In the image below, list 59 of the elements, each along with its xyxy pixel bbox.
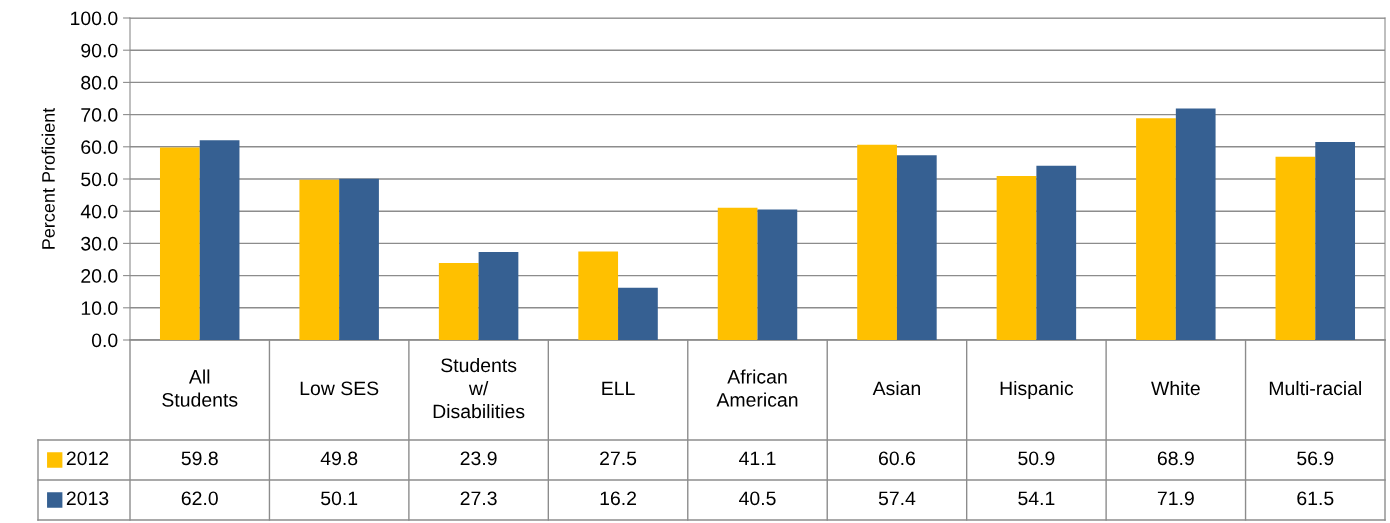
x-tick-label: ELL: [602, 381, 635, 396]
bar: [896, 155, 937, 340]
data-label: 50.9: [1018, 451, 1055, 466]
y-tick-label: 0.0: [91, 333, 118, 348]
data-label: 60.6: [879, 451, 916, 466]
x-tick-label: Asian: [872, 380, 920, 396]
bar: [1315, 141, 1356, 340]
data-label: 23.9: [460, 451, 497, 466]
y-tick-label: 20.0: [81, 269, 118, 283]
bar: [299, 179, 340, 340]
x-tick-label: Low SES: [300, 381, 379, 396]
bar: [757, 209, 798, 340]
data-label: 49.8: [320, 451, 358, 466]
data-label: 40.5: [739, 491, 776, 506]
bar: [618, 287, 658, 340]
data-label: 62.0: [181, 491, 218, 506]
y-tick-label: 50.0: [81, 172, 118, 187]
x-tick-label: Hispanic: [1000, 380, 1074, 400]
bar: [159, 147, 200, 340]
bar: [717, 207, 758, 340]
data-label: 59.8: [181, 451, 218, 466]
bar: [478, 252, 519, 340]
x-tick-label: Students w/ Disabilities: [433, 357, 525, 419]
data-label: 27.5: [600, 451, 637, 466]
bar: [1136, 118, 1176, 340]
data-label: 41.1: [739, 451, 776, 466]
data-label: 54.1: [1018, 491, 1055, 506]
x-tick-label: Multi-racial: [1269, 380, 1361, 396]
bar: [199, 140, 240, 340]
x-tick-label: All Students: [162, 369, 238, 407]
y-tick-label: 80.0: [81, 75, 118, 90]
data-label: 61.5: [1297, 491, 1334, 506]
data-label: 50.1: [321, 491, 358, 506]
x-tick-label: African American: [716, 369, 798, 407]
y-tick-label: 30.0: [81, 236, 118, 251]
bar: [996, 176, 1037, 340]
data-label: 68.9: [1157, 451, 1194, 466]
data-label: 56.9: [1297, 451, 1334, 466]
y-tick-label: 100.0: [71, 11, 118, 26]
data-label: 57.4: [878, 491, 916, 506]
bar: [578, 251, 619, 340]
data-label: 27.3: [460, 491, 497, 506]
bar: [1275, 156, 1316, 340]
legend-label: 2013: [66, 491, 109, 506]
y-tick-label: 90.0: [81, 43, 118, 58]
y-tick-label: 40.0: [80, 204, 118, 219]
y-axis-title: Percent Proficient: [41, 107, 55, 249]
data-label: 16.2: [600, 491, 636, 506]
bar: [857, 144, 897, 340]
bar: [1036, 165, 1077, 340]
y-tick-label: 70.0: [81, 108, 118, 122]
bar: [1175, 108, 1216, 340]
data-label: 71.9: [1157, 491, 1194, 506]
bar: [438, 263, 479, 340]
y-tick-label: 60.0: [81, 140, 118, 155]
bar: [339, 178, 379, 340]
legend-label: 2012: [66, 451, 109, 466]
x-tick-label: White: [1151, 380, 1200, 396]
y-tick-label: 10.0: [81, 301, 118, 316]
